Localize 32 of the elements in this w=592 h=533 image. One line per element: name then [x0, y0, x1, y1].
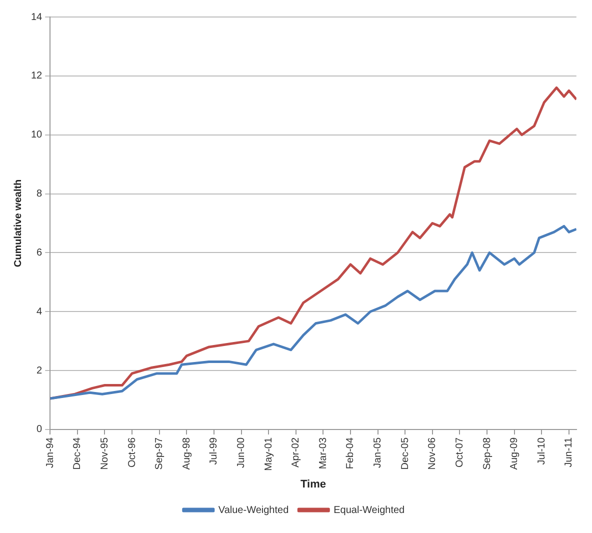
x-tick-label: Oct-96: [126, 437, 138, 468]
x-tick-label: Aug-98: [181, 437, 192, 470]
x-tick-label: Apr-02: [290, 437, 302, 468]
y-tick-label: 6: [36, 247, 43, 258]
y-tick-label: 10: [31, 130, 43, 141]
y-axis-title: Cumulative wealth: [12, 179, 24, 268]
x-tick-label: Sep-97: [154, 437, 166, 470]
x-axis-title: Time: [300, 478, 326, 490]
x-tick-label: Mar-03: [318, 437, 329, 470]
y-tick-label: 2: [36, 365, 43, 376]
y-tick-label: 8: [36, 188, 43, 200]
x-tick-label: Jan-05: [372, 437, 384, 468]
x-tick-label: Feb-04: [345, 437, 356, 470]
y-tick-label: 14: [31, 12, 43, 23]
x-tick-label: Jun-11: [564, 437, 575, 468]
x-tick-label: Jul-10: [536, 437, 548, 465]
y-tick-label: 4: [36, 306, 43, 318]
legend-label: Value-Weighted: [218, 504, 289, 516]
x-tick-label: Jan-94: [44, 437, 56, 468]
x-tick-label: Jul-99: [208, 437, 220, 465]
x-tick-label: Nov-06: [427, 437, 438, 470]
x-tick-label: Jun-00: [236, 437, 248, 468]
x-tick-label: Oct-07: [454, 437, 466, 468]
x-tick-label: Dec-94: [72, 437, 84, 470]
legend-label: Equal-Weighted: [334, 504, 405, 516]
x-tick-label: Dec-05: [400, 437, 411, 470]
x-tick-label: Sep-08: [482, 437, 493, 470]
y-tick-label: 12: [31, 70, 43, 82]
x-tick-label: Aug-09: [509, 437, 520, 470]
x-tick-label: May-01: [263, 437, 274, 471]
y-tick-label: 0: [36, 424, 43, 436]
x-tick-label: Nov-95: [99, 437, 110, 470]
